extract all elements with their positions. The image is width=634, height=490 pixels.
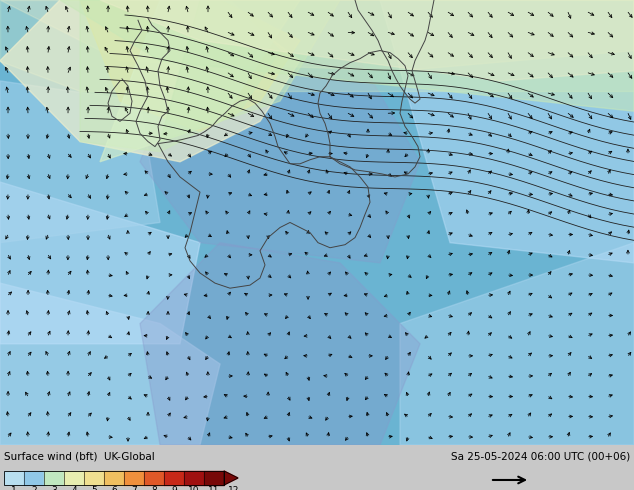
Text: Surface wind (bft)  UK-Global: Surface wind (bft) UK-Global [4,452,155,462]
Bar [84,471,104,485]
Bar [184,471,204,485]
Polygon shape [100,0,300,162]
Polygon shape [100,0,634,81]
Bar [4,471,224,485]
Polygon shape [0,283,220,445]
Bar [144,471,164,485]
Polygon shape [0,81,160,243]
Bar [124,471,144,485]
Polygon shape [0,182,200,344]
Polygon shape [400,243,634,445]
Text: 4: 4 [71,487,77,490]
Text: 2: 2 [31,487,37,490]
Bar [44,471,64,485]
Bar [64,471,84,485]
Bar [4,471,24,485]
Polygon shape [0,0,634,91]
Text: 9: 9 [171,487,177,490]
Bar [24,471,44,485]
Text: 12: 12 [228,487,240,490]
Polygon shape [140,243,420,445]
Polygon shape [80,0,300,131]
Text: 11: 11 [208,487,220,490]
Text: 6: 6 [111,487,117,490]
Text: 10: 10 [188,487,200,490]
Bar [204,471,224,485]
Polygon shape [80,0,280,152]
Text: Sa 25-05-2024 06:00 UTC (00+06): Sa 25-05-2024 06:00 UTC (00+06) [451,452,630,462]
Polygon shape [380,0,634,263]
Text: 1: 1 [11,487,17,490]
Polygon shape [224,471,238,485]
Text: 8: 8 [151,487,157,490]
Text: 7: 7 [131,487,137,490]
Bar [104,471,124,485]
Polygon shape [160,0,340,142]
Polygon shape [0,0,634,71]
Bar [164,471,184,485]
Polygon shape [0,0,300,162]
Polygon shape [140,61,420,263]
Text: 3: 3 [51,487,57,490]
Polygon shape [60,0,634,111]
Text: 5: 5 [91,487,97,490]
